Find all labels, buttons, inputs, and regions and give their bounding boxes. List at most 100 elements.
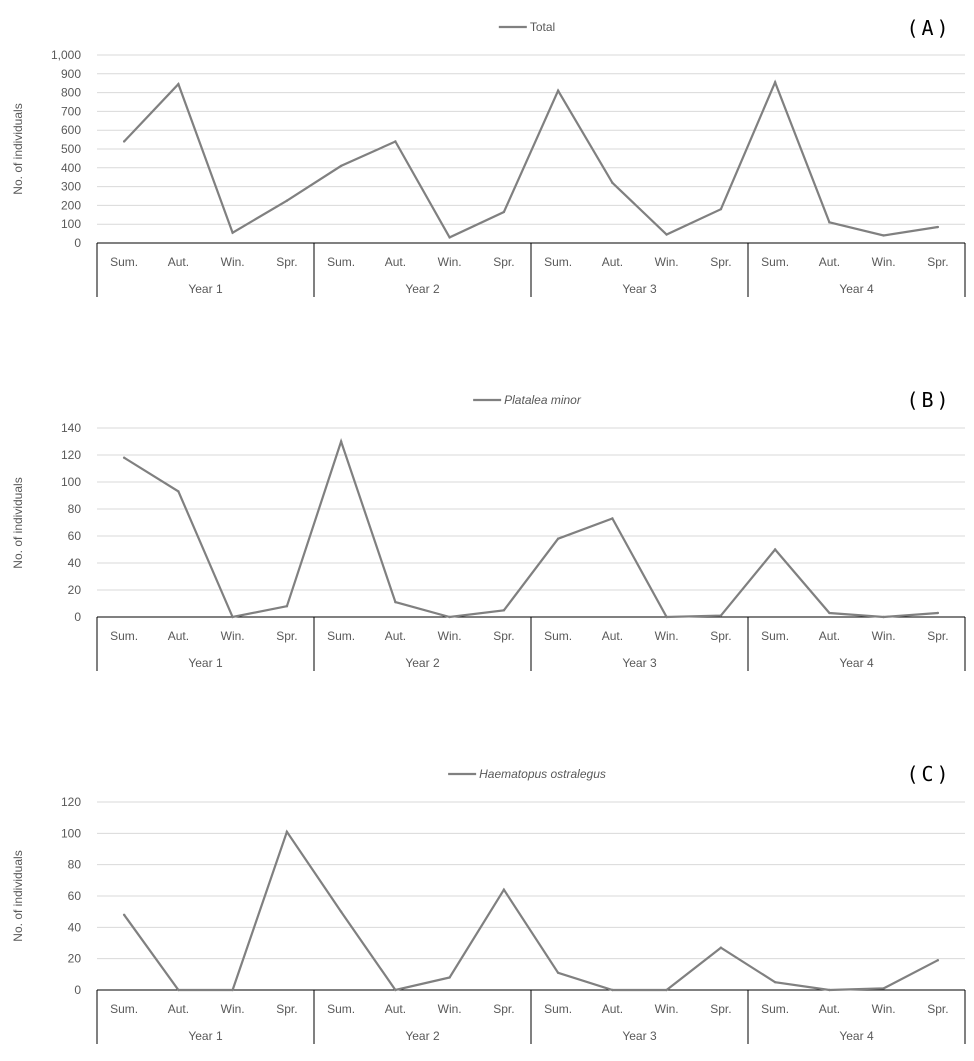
data-point <box>339 910 343 913</box>
data-point <box>719 207 723 211</box>
year-label: Year 2 <box>405 656 440 670</box>
year-label: Year 2 <box>405 282 440 296</box>
data-point <box>339 164 343 168</box>
x-tick-label: Spr. <box>276 255 297 269</box>
data-point <box>665 988 668 992</box>
x-tick-label: Aut. <box>602 255 623 269</box>
x-tick-label: Aut. <box>168 255 189 269</box>
series-line <box>123 438 938 619</box>
y-tick-label: 20 <box>68 583 82 597</box>
data-point <box>611 181 614 185</box>
data-point <box>231 988 234 992</box>
x-tick-label: Win. <box>221 629 245 643</box>
x-tick-label: Spr. <box>710 629 731 643</box>
data-point <box>231 231 234 234</box>
x-tick-label: Spr. <box>927 629 948 643</box>
series-line <box>123 829 939 992</box>
data-point <box>882 615 885 619</box>
y-tick-label: 20 <box>68 952 82 966</box>
x-tick-label: Sum. <box>544 1002 572 1016</box>
data-point <box>773 81 777 84</box>
x-tick-label: Win. <box>872 255 896 269</box>
chart-panel-a: 0 100 200 300 400 500 600 700 800 900 1,000 Sum. Aut… <box>11 16 966 297</box>
data-point <box>339 440 343 443</box>
data-point <box>448 976 451 979</box>
data-point <box>556 971 560 974</box>
x-tick-label: Win. <box>655 255 679 269</box>
y-tick-label: 400 <box>61 161 81 175</box>
data-point <box>556 537 560 540</box>
panel-label: (B) <box>906 388 951 412</box>
data-point <box>122 913 126 916</box>
y-tick-label: 40 <box>68 920 82 934</box>
y-tick-label: 0 <box>74 983 81 997</box>
year-label: Year 1 <box>188 282 223 296</box>
y-tick-label: 100 <box>61 826 81 840</box>
year-label: Year 4 <box>839 656 874 670</box>
data-point <box>502 888 506 891</box>
data-point <box>177 988 180 992</box>
y-tick-label: 100 <box>61 475 81 489</box>
x-tick-label: Sum. <box>110 255 138 269</box>
x-tick-label: Sum. <box>110 629 138 643</box>
x-tick-label: Win. <box>438 1002 462 1016</box>
chart-panel-c: 0 20 40 60 80 100 120 Sum. Aut. Win. Spr. Sum. Aut. W… <box>11 762 966 1044</box>
y-tick-label: 700 <box>61 104 81 118</box>
data-point <box>665 233 668 236</box>
year-label: Year 4 <box>839 282 874 296</box>
x-tick-label: Sum. <box>327 255 355 269</box>
y-tick-label: 0 <box>74 236 81 250</box>
x-tick-label: Win. <box>221 255 245 269</box>
data-point <box>611 988 614 992</box>
data-point <box>936 225 940 229</box>
chart-panel-b: 0 20 40 60 80 100 120 140 Sum. Aut. Win. Spr. Sum. Au… <box>11 388 966 671</box>
data-point <box>448 236 451 239</box>
y-axis-title: No. of individuals <box>11 850 25 941</box>
data-point <box>502 210 506 214</box>
legend-label: Haematopus ostralegus <box>479 767 606 781</box>
year-label: Year 3 <box>622 282 657 296</box>
x-tick-label: Aut. <box>385 629 406 643</box>
x-tick-label: Spr. <box>493 1002 514 1016</box>
data-point <box>177 490 180 493</box>
y-axis-title: No. of individuals <box>11 477 25 568</box>
x-tick-label: Aut. <box>168 629 189 643</box>
x-tick-label: Spr. <box>927 1002 948 1016</box>
y-tick-label: 80 <box>68 502 82 516</box>
x-tick-label: Spr. <box>493 255 514 269</box>
data-point <box>502 609 506 612</box>
x-tick-label: Aut. <box>819 629 840 643</box>
x-tick-label: Win. <box>221 1002 245 1016</box>
data-point <box>611 517 614 520</box>
y-tick-label: 60 <box>68 529 82 543</box>
x-tick-label: Sum. <box>761 629 789 643</box>
y-tick-label: 300 <box>61 180 81 194</box>
x-tick-label: Spr. <box>493 629 514 643</box>
data-point <box>828 221 831 224</box>
x-tick-label: Win. <box>872 1002 896 1016</box>
x-tick-label: Spr. <box>710 1002 731 1016</box>
data-point <box>285 830 289 833</box>
year-label: Year 3 <box>622 656 657 670</box>
data-point <box>122 140 126 143</box>
data-point <box>828 611 831 615</box>
y-tick-label: 200 <box>61 198 81 212</box>
panel-label: (A) <box>906 16 951 40</box>
x-tick-label: Sum. <box>544 255 572 269</box>
data-point <box>394 600 397 604</box>
x-tick-label: Sum. <box>761 1002 789 1016</box>
x-tick-label: Aut. <box>385 255 406 269</box>
x-tick-label: Win. <box>655 629 679 643</box>
y-tick-label: 500 <box>61 142 81 156</box>
data-point <box>882 987 885 990</box>
data-point <box>285 605 289 608</box>
x-tick-label: Aut. <box>819 255 840 269</box>
data-point <box>936 611 940 615</box>
x-tick-label: Win. <box>872 629 896 643</box>
x-tick-label: Aut. <box>602 629 623 643</box>
series-line <box>123 79 939 239</box>
y-tick-label: 40 <box>68 556 82 570</box>
y-tick-label: 80 <box>68 858 82 872</box>
data-point <box>882 234 885 237</box>
